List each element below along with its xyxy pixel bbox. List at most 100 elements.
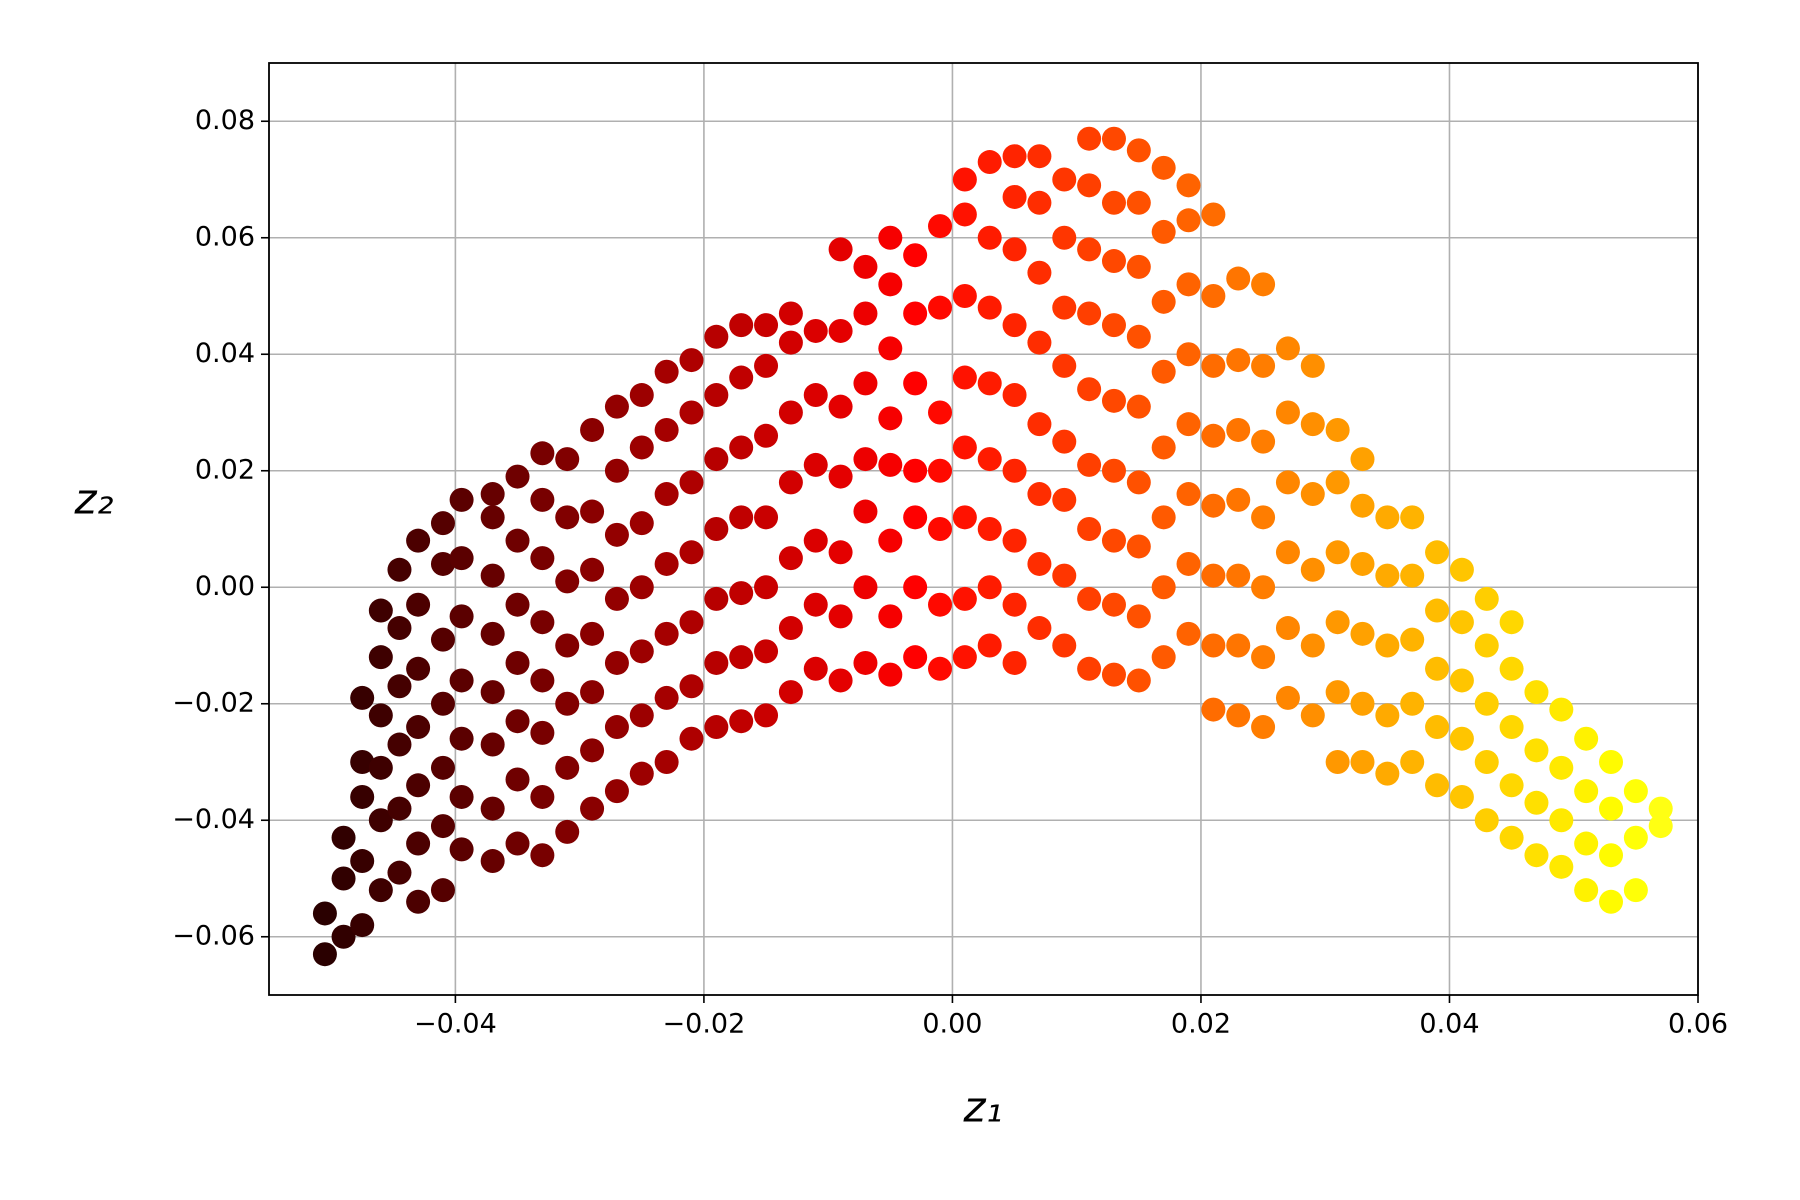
point — [977, 447, 1002, 472]
point — [1126, 254, 1151, 279]
point — [580, 417, 605, 442]
point — [1201, 697, 1226, 722]
point — [449, 487, 474, 512]
point — [604, 458, 629, 483]
point — [505, 464, 530, 489]
point — [878, 225, 903, 250]
point — [1300, 703, 1325, 728]
point — [1449, 784, 1474, 809]
point — [387, 616, 412, 641]
point — [654, 482, 679, 507]
point — [1176, 173, 1201, 198]
point — [1499, 715, 1524, 740]
point — [530, 843, 555, 868]
point — [928, 517, 953, 541]
point — [1077, 237, 1102, 262]
point — [1375, 563, 1400, 588]
point — [1400, 505, 1425, 530]
point — [1201, 202, 1226, 227]
point — [928, 400, 953, 425]
point — [1101, 126, 1126, 151]
point — [1201, 284, 1226, 308]
point — [1176, 412, 1201, 437]
point — [406, 831, 431, 856]
point — [387, 732, 412, 757]
point — [1126, 324, 1151, 349]
point — [1425, 540, 1450, 565]
point — [1375, 633, 1400, 658]
point — [430, 551, 455, 576]
point — [1077, 377, 1102, 402]
point — [1300, 557, 1325, 582]
point — [555, 569, 580, 594]
y-tick-label: 0.08 — [195, 105, 255, 136]
point — [1251, 353, 1276, 378]
point — [1524, 680, 1549, 705]
point — [1350, 551, 1375, 576]
point — [555, 505, 580, 530]
point — [1350, 691, 1375, 716]
point — [1226, 417, 1251, 442]
point — [1052, 353, 1077, 378]
point — [629, 639, 654, 664]
point — [387, 674, 412, 699]
point — [1599, 750, 1624, 774]
point — [704, 324, 729, 349]
point — [704, 517, 729, 541]
point — [1052, 167, 1077, 192]
point — [1126, 604, 1151, 629]
point — [449, 604, 474, 629]
point — [1151, 435, 1176, 460]
point — [449, 726, 474, 751]
point — [828, 668, 853, 693]
point — [952, 586, 977, 611]
point — [1325, 540, 1350, 565]
point — [952, 167, 977, 192]
point — [1599, 889, 1624, 914]
point — [1052, 429, 1077, 454]
point — [1201, 493, 1226, 518]
point — [1623, 878, 1648, 903]
point — [803, 656, 828, 681]
point — [853, 371, 878, 396]
point — [505, 650, 530, 675]
point — [350, 685, 375, 710]
point — [679, 540, 704, 565]
point — [1077, 126, 1102, 151]
point — [1350, 750, 1375, 774]
point — [977, 295, 1002, 320]
point — [629, 703, 654, 728]
y-tick-label: 0.02 — [195, 454, 255, 485]
point — [1002, 592, 1027, 617]
point — [1549, 697, 1574, 722]
point — [977, 225, 1002, 250]
point — [1474, 633, 1499, 658]
point — [1251, 645, 1276, 670]
point — [1151, 575, 1176, 600]
point — [331, 924, 356, 949]
point — [1599, 843, 1624, 868]
point — [368, 808, 393, 833]
x-tick-label: −0.02 — [663, 1009, 746, 1040]
point — [1275, 685, 1300, 710]
point — [1599, 796, 1624, 821]
point — [505, 592, 530, 617]
point — [449, 546, 474, 571]
point — [530, 720, 555, 745]
point — [977, 575, 1002, 600]
point — [679, 470, 704, 495]
point — [1524, 843, 1549, 868]
point — [778, 400, 803, 425]
point — [430, 511, 455, 536]
point — [1151, 155, 1176, 180]
point — [350, 849, 375, 874]
point — [679, 610, 704, 635]
point — [1226, 266, 1251, 291]
point — [312, 901, 337, 926]
point — [406, 656, 431, 681]
point — [629, 383, 654, 408]
point — [1425, 656, 1450, 681]
point — [1101, 313, 1126, 338]
point — [1474, 750, 1499, 774]
point — [952, 284, 977, 308]
